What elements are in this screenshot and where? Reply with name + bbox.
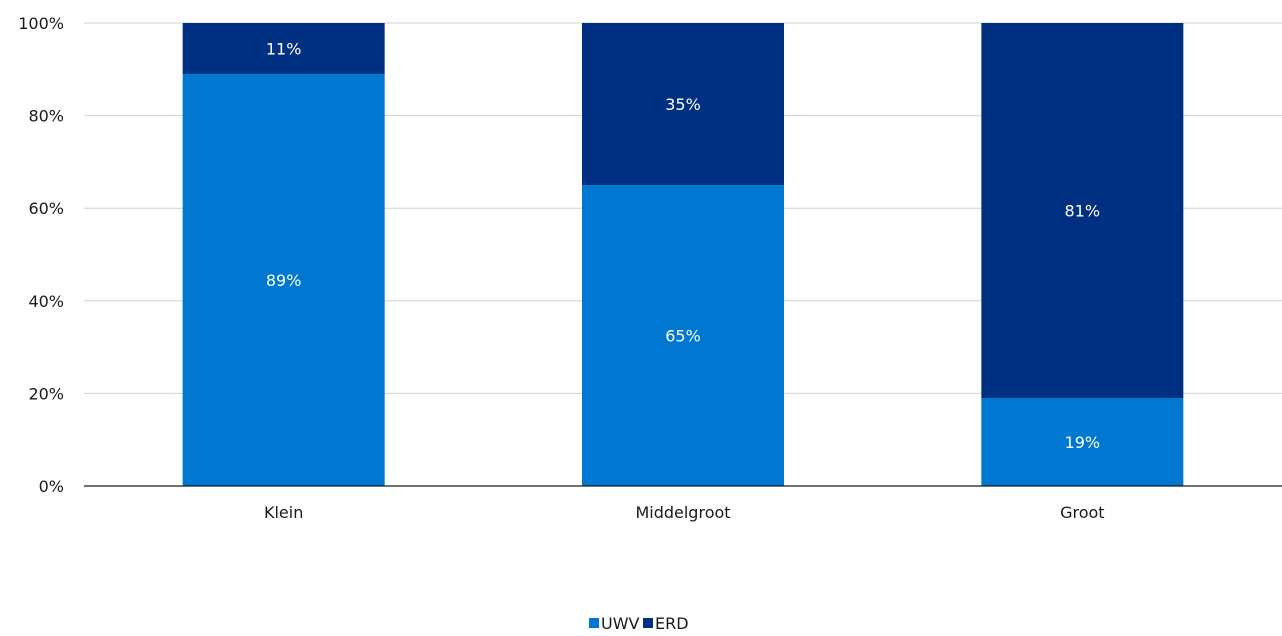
bar-erd-middelgroot	[582, 23, 784, 186]
x-axis-ticks: Klein Middelgroot Groot	[264, 503, 1105, 522]
legend-label-erd: ERD	[655, 614, 689, 633]
y-tick-label: 0%	[39, 477, 64, 496]
x-tick-label: Klein	[264, 503, 303, 522]
data-labels-layer: 89% 11% 65% 35% 19% 81%	[266, 39, 1100, 452]
bar-uwv-middelgroot	[582, 185, 784, 487]
legend: UWV ERD	[589, 614, 689, 633]
data-label-uwv-klein: 89%	[266, 271, 302, 290]
y-tick-label: 20%	[28, 384, 64, 403]
data-label-uwv-groot: 19%	[1065, 433, 1101, 452]
y-tick-label: 100%	[18, 14, 64, 33]
y-axis-ticks: 0% 20% 40% 60% 80% 100%	[18, 14, 64, 496]
legend-label-uwv: UWV	[601, 614, 640, 633]
data-label-erd-klein: 11%	[266, 39, 302, 58]
x-tick-label: Groot	[1060, 503, 1104, 522]
bar-erd-groot	[981, 23, 1184, 399]
y-tick-label: 60%	[28, 199, 64, 218]
bars-layer	[182, 23, 1184, 487]
bar-uwv-klein	[182, 73, 385, 487]
bar-uwv-groot	[981, 398, 1184, 486]
bar-erd-klein	[182, 23, 385, 74]
data-label-erd-groot: 81%	[1065, 202, 1101, 221]
data-label-uwv-middelgroot: 65%	[665, 327, 701, 346]
x-tick-label: Middelgroot	[635, 503, 730, 522]
legend-swatch-erd	[643, 618, 653, 628]
y-tick-label: 80%	[28, 107, 64, 126]
legend-swatch-uwv	[589, 618, 599, 628]
data-label-erd-middelgroot: 35%	[665, 95, 701, 114]
y-tick-label: 40%	[28, 292, 64, 311]
